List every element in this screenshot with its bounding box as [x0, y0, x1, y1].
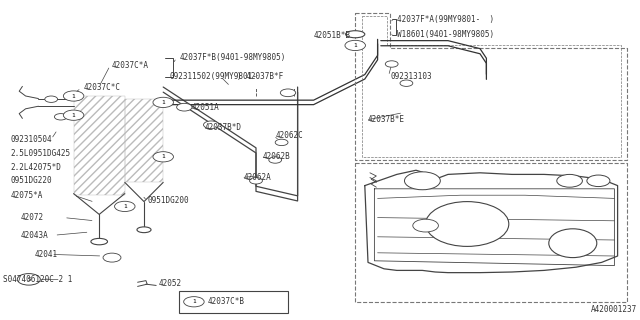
- Text: 1: 1: [161, 154, 165, 159]
- Text: 42052: 42052: [159, 279, 182, 288]
- Circle shape: [63, 110, 84, 120]
- Ellipse shape: [91, 238, 108, 245]
- Circle shape: [103, 253, 121, 262]
- Text: S: S: [27, 277, 31, 282]
- Text: W18601(9401-98MY9805): W18601(9401-98MY9805): [397, 30, 494, 39]
- Ellipse shape: [426, 202, 509, 246]
- FancyBboxPatch shape: [179, 291, 288, 313]
- Text: 42037F*B(9401-98MY9805): 42037F*B(9401-98MY9805): [179, 53, 285, 62]
- Text: 2.5L0951DG425: 2.5L0951DG425: [10, 149, 70, 158]
- Text: 1: 1: [72, 93, 76, 99]
- Text: 42037C*C: 42037C*C: [83, 84, 120, 92]
- Text: 42041: 42041: [35, 250, 58, 259]
- Circle shape: [269, 157, 282, 163]
- Circle shape: [45, 96, 58, 102]
- Text: 092310504: 092310504: [10, 135, 52, 144]
- Text: 2.2L42075*D: 2.2L42075*D: [10, 163, 61, 172]
- Circle shape: [557, 174, 582, 187]
- Text: 092313103: 092313103: [390, 72, 432, 81]
- Text: 42051B*B: 42051B*B: [314, 31, 351, 40]
- Text: 42075*A: 42075*A: [10, 191, 43, 200]
- Circle shape: [153, 97, 173, 108]
- Text: S047406120C 2 1: S047406120C 2 1: [3, 276, 72, 284]
- Text: A420001237: A420001237: [591, 305, 637, 314]
- Circle shape: [280, 89, 296, 97]
- Circle shape: [404, 172, 440, 190]
- Circle shape: [177, 103, 192, 111]
- Ellipse shape: [548, 229, 596, 258]
- Circle shape: [275, 139, 288, 146]
- Circle shape: [400, 80, 413, 86]
- Circle shape: [184, 297, 204, 307]
- Circle shape: [204, 121, 219, 129]
- Circle shape: [54, 114, 67, 120]
- Text: 0951DG220: 0951DG220: [10, 176, 52, 185]
- Circle shape: [63, 91, 84, 101]
- Text: 42037B*E: 42037B*E: [368, 116, 405, 124]
- Text: 0951DG200: 0951DG200: [147, 196, 189, 205]
- Text: 42037C*A: 42037C*A: [112, 61, 149, 70]
- Text: 42037B*D: 42037B*D: [205, 124, 242, 132]
- Ellipse shape: [346, 31, 365, 38]
- Circle shape: [587, 175, 610, 187]
- Circle shape: [250, 178, 262, 184]
- Text: 42043A: 42043A: [20, 231, 48, 240]
- Circle shape: [17, 274, 40, 285]
- Text: ) 42037B*F: ) 42037B*F: [237, 72, 283, 81]
- Text: 1: 1: [72, 113, 76, 118]
- Circle shape: [413, 219, 438, 232]
- Circle shape: [345, 40, 365, 51]
- Text: 42062B: 42062B: [262, 152, 290, 161]
- Text: 42062C: 42062C: [275, 132, 303, 140]
- Text: 42062A: 42062A: [243, 173, 271, 182]
- Text: 42037F*A(99MY9801-  ): 42037F*A(99MY9801- ): [397, 15, 494, 24]
- Text: 42051A: 42051A: [192, 103, 220, 112]
- Circle shape: [153, 152, 173, 162]
- Text: 1: 1: [161, 100, 165, 105]
- Text: 092311502(99MY9801-: 092311502(99MY9801-: [170, 72, 257, 81]
- Text: 42037C*B: 42037C*B: [208, 297, 245, 306]
- Text: 42072: 42072: [20, 213, 44, 222]
- Text: 1: 1: [353, 43, 357, 48]
- Text: 1: 1: [192, 299, 196, 304]
- Text: 1: 1: [123, 204, 127, 209]
- Ellipse shape: [137, 227, 151, 233]
- Circle shape: [115, 201, 135, 212]
- Circle shape: [385, 61, 398, 67]
